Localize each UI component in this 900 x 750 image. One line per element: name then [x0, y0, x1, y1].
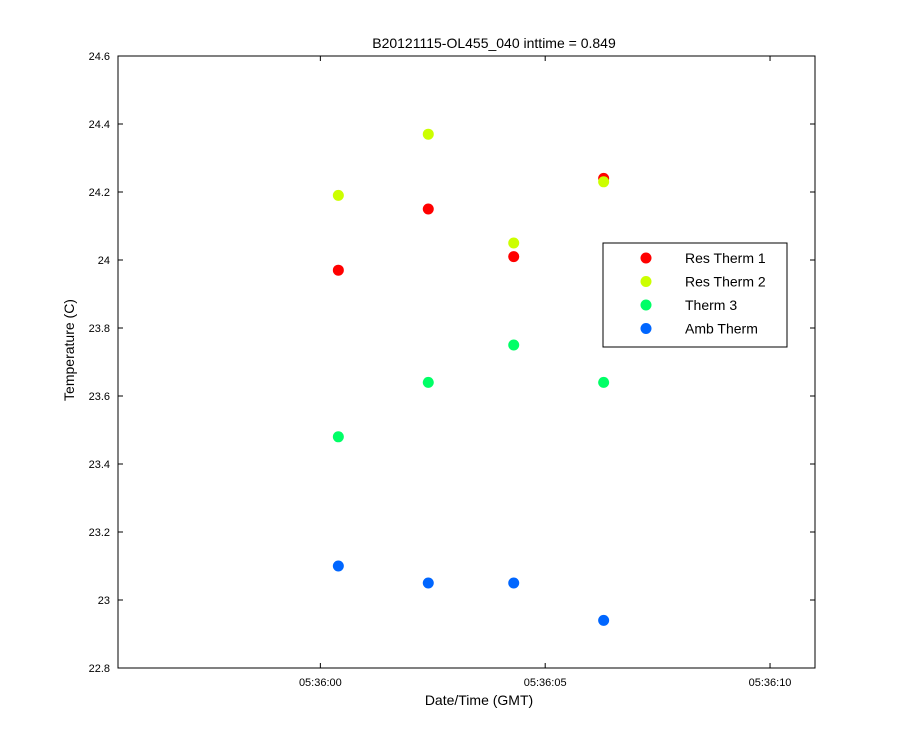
data-point: [422, 577, 434, 589]
y-tick-label: 24.4: [89, 119, 110, 131]
plot-area: [117, 55, 816, 669]
data-point: [598, 614, 610, 626]
y-tick-label: 24.2: [89, 187, 110, 199]
legend: Res Therm 1 Res Therm 2 Therm 3 Amb Therm: [602, 242, 788, 348]
data-points: [332, 128, 610, 626]
legend-marker: [640, 252, 652, 264]
y-axis: 22.8 23 23.2 23.4 23.6 23.8 24 24.2 24.4 24.6: [89, 51, 815, 675]
legend-box: [602, 242, 788, 348]
x-tick-label: 05:36:10: [749, 677, 792, 689]
y-tick-label: 23.8: [89, 323, 110, 335]
x-tick-label: 05:36:05: [524, 677, 567, 689]
x-tick-label: 05:36:00: [299, 677, 342, 689]
y-tick-label: 24.6: [89, 51, 110, 63]
legend-label: Therm 3: [685, 297, 737, 313]
data-point: [598, 176, 610, 188]
legend-label: Res Therm 2: [685, 274, 766, 290]
legend-marker: [640, 276, 652, 287]
data-point: [508, 237, 520, 249]
x-axis-label: Date/Time (GMT): [425, 692, 533, 708]
legend-marker: [640, 299, 652, 311]
legend-label: Res Therm 1: [685, 250, 766, 266]
data-point: [332, 189, 344, 201]
data-point: [508, 339, 520, 351]
data-point: [422, 128, 434, 140]
data-point: [508, 251, 520, 263]
chart-title: B20121115-OL455_040 inttime = 0.849: [372, 35, 616, 51]
y-tick-label: 24: [98, 255, 110, 267]
legend-marker: [640, 323, 652, 334]
y-tick-label: 23.4: [89, 459, 110, 471]
legend-label: Amb Therm: [685, 321, 758, 337]
y-axis-label: Temperature (C): [61, 299, 77, 401]
data-point: [508, 577, 520, 589]
data-point: [332, 431, 344, 443]
data-point: [332, 264, 344, 276]
y-tick-label: 22.8: [89, 663, 110, 675]
data-point: [422, 376, 434, 388]
y-tick-label: 23.6: [89, 391, 110, 403]
data-point: [332, 560, 344, 572]
y-tick-label: 23.2: [89, 527, 110, 539]
data-point: [422, 203, 434, 215]
x-axis: 05:36:00 05:36:05 05:36:10: [299, 56, 792, 689]
data-point: [598, 376, 610, 388]
y-tick-label: 23: [98, 595, 110, 607]
